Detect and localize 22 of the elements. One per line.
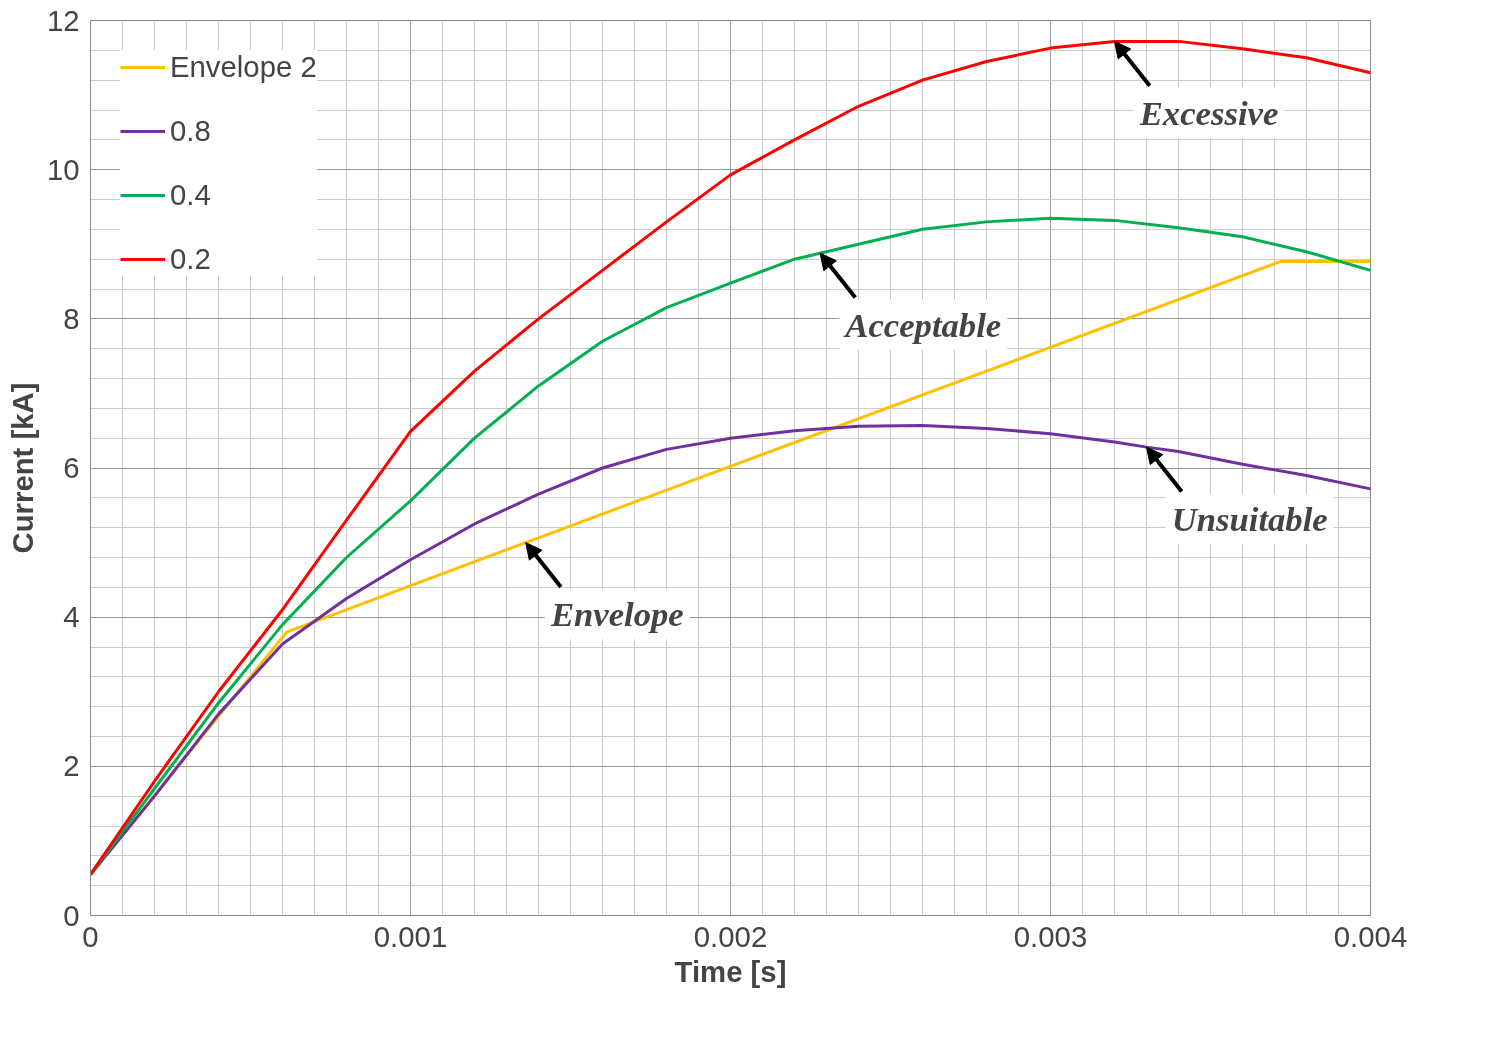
x-tick-label: 0.001 xyxy=(373,919,448,953)
y-tick-label: 2 xyxy=(63,749,80,783)
x-axis-title: Time [s] xyxy=(674,954,787,988)
legend-label: Envelope 2 xyxy=(170,50,317,84)
y-tick-label: 12 xyxy=(46,3,80,37)
annotation: Excessive xyxy=(1138,94,1279,133)
x-tick-label: 0.002 xyxy=(693,919,768,953)
line-series xyxy=(90,39,1371,876)
y-axis-title: Current [kA] xyxy=(5,382,39,554)
annotation: Envelope xyxy=(549,595,684,634)
y-tick-label: 0 xyxy=(63,898,80,932)
legend-label: 0.8 xyxy=(170,114,211,148)
x-tick-label: 0.003 xyxy=(1013,919,1088,953)
annotation: Unsuitable xyxy=(1171,499,1328,538)
x-tick-label: 0.004 xyxy=(1333,919,1408,953)
y-tick-label: 6 xyxy=(63,451,80,484)
y-tick-label: 8 xyxy=(63,301,80,335)
y-tick-label: 10 xyxy=(46,152,80,186)
annotation: Acceptable xyxy=(843,305,1002,344)
legend-label: 0.4 xyxy=(170,178,211,212)
legend-label: 0.2 xyxy=(170,242,211,276)
y-tick-label: 4 xyxy=(63,600,80,634)
